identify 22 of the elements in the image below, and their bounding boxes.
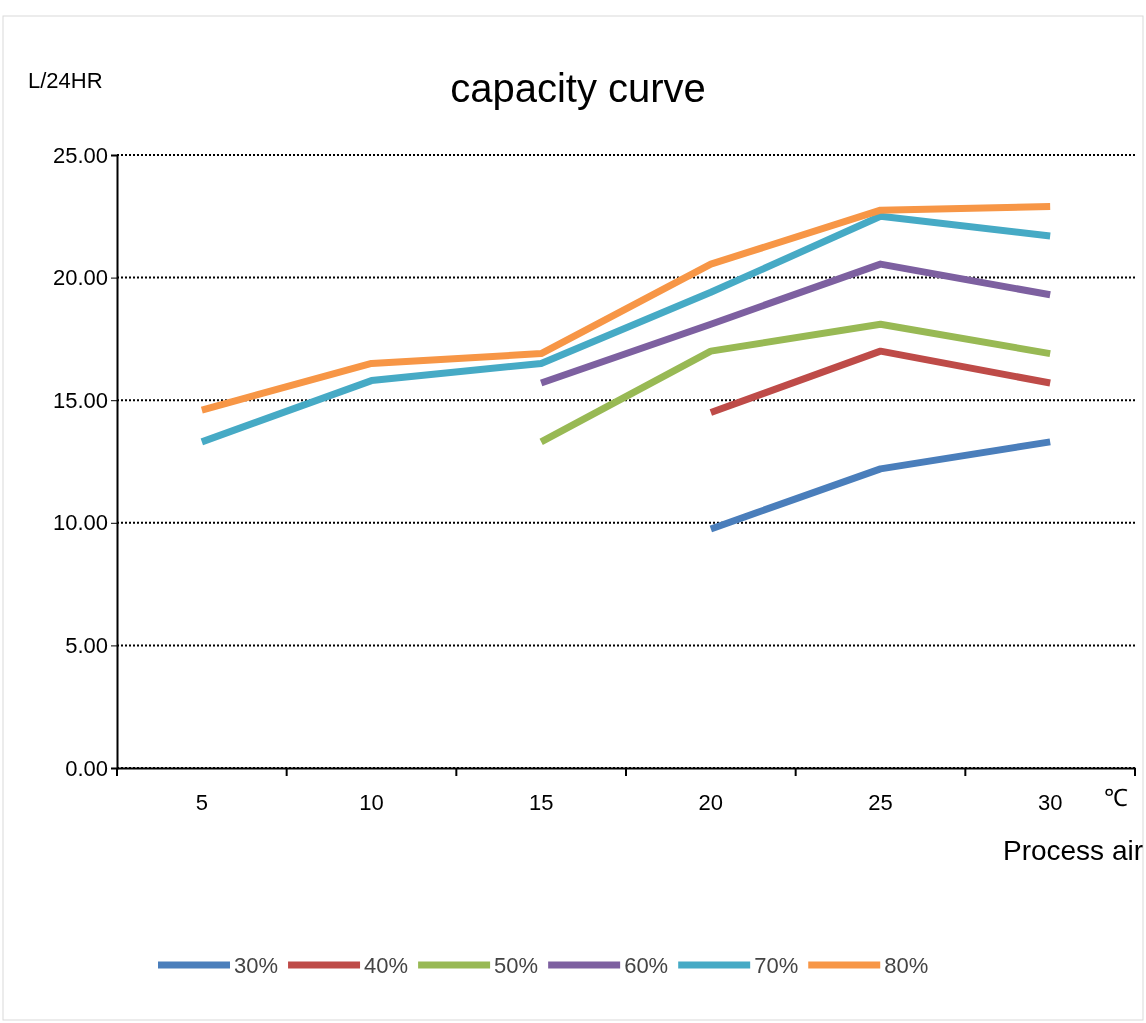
legend-label: 60% — [624, 953, 669, 978]
y-axis-title: L/24HR — [28, 68, 103, 93]
x-axis-title: Process air — [1002, 835, 1143, 866]
y-tick-label: 25.00 — [52, 142, 108, 168]
y-tick-label: 15.00 — [52, 387, 108, 413]
legend-label: 70% — [754, 953, 799, 978]
x-tick-label: 25 — [868, 789, 893, 815]
y-tick-label: 10.00 — [52, 510, 108, 536]
legend-label: 80% — [884, 953, 929, 978]
x-tick-label: 10 — [359, 789, 384, 815]
chart-title: capacity curve — [450, 66, 706, 110]
legend-label: 40% — [364, 953, 409, 978]
legend-label: 50% — [494, 953, 539, 978]
y-tick-label: 5.00 — [65, 632, 108, 658]
x-tick-label: 15 — [528, 789, 554, 815]
legend-label: 30% — [234, 953, 279, 978]
x-tick-label: 30 — [1037, 789, 1063, 815]
y-tick-label: 0.00 — [65, 755, 108, 781]
y-tick-label: 20.00 — [52, 265, 108, 291]
x-tick-label: 20 — [698, 789, 724, 815]
x-tick-label: 5 — [195, 789, 208, 815]
text: ℃ — [1104, 784, 1128, 811]
